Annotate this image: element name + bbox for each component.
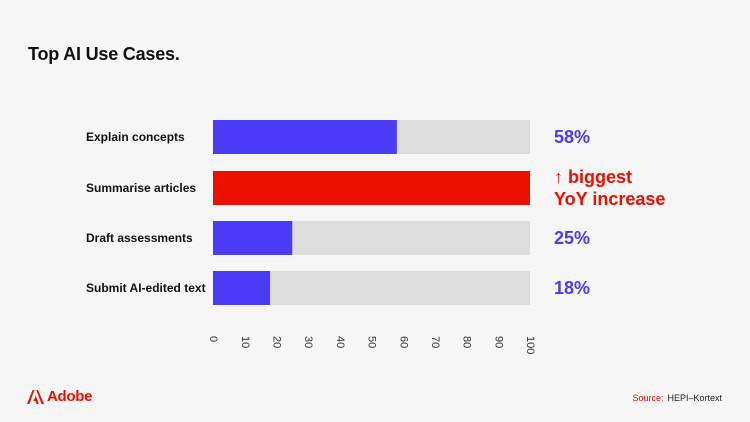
category-label: Draft assessments: [86, 231, 193, 245]
x-tick-label: 0: [207, 336, 219, 342]
data-label: YoY increase: [554, 189, 665, 209]
chart-title: Top AI Use Cases.: [28, 44, 180, 64]
category-label: Explain concepts: [86, 130, 185, 144]
brand-name: Adobe: [47, 388, 93, 405]
data-label: 18%: [554, 278, 590, 298]
data-label: 25%: [554, 228, 590, 248]
x-tick-label: 60: [397, 336, 409, 348]
data-label: 58%: [554, 127, 590, 147]
x-tick-label: 10: [239, 336, 251, 348]
bar: [213, 271, 271, 305]
bar: [213, 120, 397, 154]
x-tick-label: 30: [302, 336, 314, 348]
adobe-logo: Adobe: [27, 388, 92, 405]
source-label: Source:: [632, 393, 664, 403]
adobe-logo-icon: [27, 389, 44, 404]
x-tick-label: 90: [492, 336, 504, 348]
x-tick-label: 40: [334, 336, 346, 348]
x-tick-label: 20: [270, 336, 282, 348]
x-tick-label: 70: [429, 336, 441, 348]
source-text: HEPI–Kortext: [667, 393, 722, 403]
bar: [213, 171, 530, 205]
x-tick-label: 50: [366, 336, 378, 348]
category-label: Summarise articles: [86, 181, 196, 195]
source-note: Source: HEPI–Kortext: [632, 393, 722, 403]
category-label: Submit AI-edited text: [86, 281, 206, 295]
x-tick-label: 80: [461, 336, 473, 348]
bar: [213, 221, 293, 255]
x-tick-label: 100: [524, 336, 536, 354]
data-label: ↑ biggest: [554, 167, 632, 187]
